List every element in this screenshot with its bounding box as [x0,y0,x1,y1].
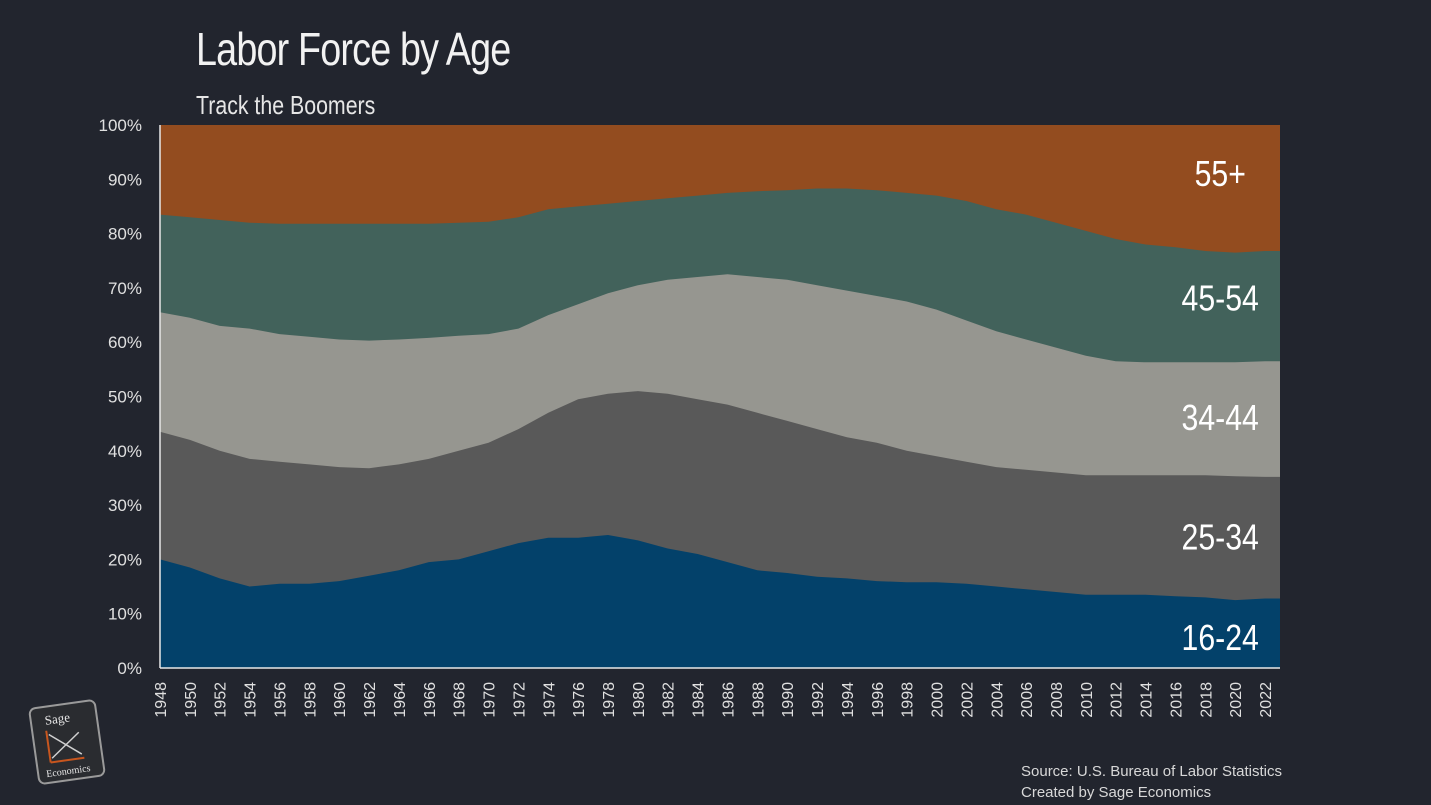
x-tick-label: 2012 [1109,682,1126,718]
x-tick-label: 2018 [1198,682,1215,718]
x-tick-label: 1960 [332,682,349,718]
x-tick-label: 1966 [422,682,439,718]
x-tick-label: 1984 [691,682,708,718]
y-tick-label: 70% [108,279,142,298]
area-16-24 [160,535,1280,668]
x-tick-label: 1980 [631,682,648,718]
x-tick-label: 1998 [900,682,917,718]
svg-text:Sage: Sage [44,709,71,727]
credit-line: Created by Sage Economics [1021,784,1212,801]
x-tick-label: 1988 [750,682,767,718]
band-label-25-34: 25-34 [1182,518,1259,558]
y-tick-label: 80% [108,225,142,244]
x-tick-label: 2004 [989,682,1006,718]
band-label-45-54: 45-54 [1182,279,1259,319]
x-tick-label: 1994 [840,682,857,718]
x-tick-label: 1990 [780,682,797,718]
area-layer [160,125,1280,668]
y-tick-label: 10% [108,605,142,624]
x-tick-label: 2000 [930,682,947,718]
x-tick-label: 1976 [571,682,588,718]
x-tick-label: 1986 [721,682,738,718]
x-tick-label: 2014 [1139,682,1156,718]
x-tick-label: 2006 [1019,682,1036,718]
x-tick-label: 1958 [302,682,319,718]
band-label-16-24: 16-24 [1182,619,1259,659]
y-tick-label: 0% [117,659,142,678]
source-note: Source: U.S. Bureau of Labor Statistics … [1021,761,1282,803]
x-tick-label: 1970 [482,682,499,718]
x-tick-label: 1954 [243,682,260,718]
band-labels: 55+ 45-54 34-44 25-34 16-24 [1182,154,1259,658]
x-tick-label: 2022 [1258,682,1275,718]
y-axis: 0% 10% 20% 30% 40% 50% 60% 70% 80% 90% 100% [99,116,1280,678]
source-line: Source: U.S. Bureau of Labor Statistics [1021,763,1282,780]
chart-title: Labor Force by Age [196,23,511,75]
x-tick-label: 1964 [392,682,409,718]
y-tick-label: 30% [108,496,142,515]
x-tick-label: 1982 [661,682,678,718]
chart-subtitle: Track the Boomers [196,90,376,120]
x-tick-label: 1950 [183,682,200,718]
x-tick-label: 1968 [452,682,469,718]
x-tick-label: 2010 [1079,682,1096,718]
y-tick-label: 40% [108,442,142,461]
x-tick-label: 1972 [511,682,528,718]
x-tick-label: 1992 [810,682,827,718]
x-tick-label: 2002 [959,682,976,718]
y-tick-label: 90% [108,170,142,189]
x-tick-label: 2020 [1228,682,1245,718]
x-tick-label: 1962 [362,682,379,718]
x-tick-label: 1956 [273,682,290,718]
sage-economics-logo: Sage Economics [28,698,106,786]
x-tick-label: 1974 [541,682,558,718]
x-axis: 1948 1950 1952 1954 1956 1958 1960 1962 1964 1966… [153,682,1275,718]
x-tick-label: 2016 [1169,682,1186,718]
x-tick-label: 1948 [153,682,170,718]
band-label-34-44: 34-44 [1182,399,1259,439]
x-tick-label: 1978 [601,682,618,718]
y-tick-label: 20% [108,550,142,569]
x-tick-label: 1996 [870,682,887,718]
y-tick-label: 100% [99,116,142,135]
y-tick-label: 50% [108,388,142,407]
band-label-55+: 55+ [1195,154,1246,194]
x-tick-label: 2008 [1049,682,1066,718]
x-tick-label: 1952 [213,682,230,718]
y-tick-label: 60% [108,333,142,352]
